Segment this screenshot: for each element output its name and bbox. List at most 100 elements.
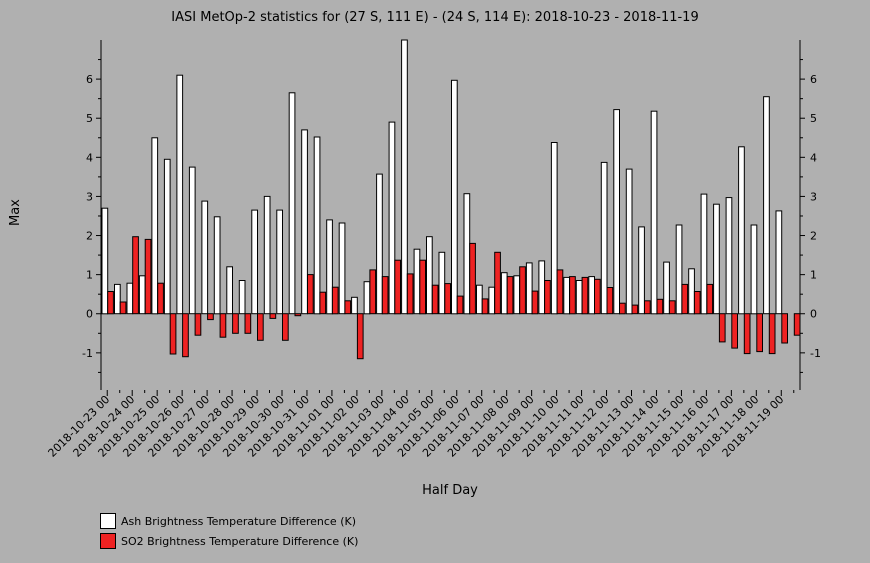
so2-bar	[494, 251, 501, 315]
ash-bar	[750, 224, 758, 315]
y-tick-label-right: -1	[810, 347, 821, 360]
ash-bar	[688, 268, 695, 315]
so2-bar	[419, 259, 426, 315]
so2-bar	[506, 276, 514, 315]
ash-bar	[263, 195, 271, 315]
y-tick-label-left: 5	[86, 112, 93, 125]
so2-bar	[681, 283, 689, 315]
x-axis-label: Half Day	[422, 483, 478, 498]
so2-bar	[132, 236, 139, 315]
ash-bar	[575, 280, 583, 315]
so2-bar	[768, 313, 776, 355]
so2-bar	[219, 313, 227, 338]
ash-bar	[176, 74, 184, 315]
ash-bar	[675, 224, 683, 315]
so2-bar	[369, 269, 377, 315]
ash-bar	[513, 275, 521, 315]
y-tick-label-left: 4	[86, 151, 93, 164]
ash-bar	[351, 296, 358, 315]
so2-bar	[668, 300, 676, 315]
so2-bar	[631, 304, 639, 315]
ash-bar	[338, 222, 346, 315]
ash-bar	[188, 166, 196, 315]
ash-bar	[251, 209, 259, 315]
ash-bar	[600, 161, 608, 315]
ash-bar	[151, 137, 159, 315]
so2-bar	[344, 300, 352, 315]
y-tick-label-left: 0	[86, 308, 93, 321]
ash-bar	[426, 236, 433, 315]
ash-bar	[488, 286, 496, 315]
ash-bar	[625, 168, 633, 315]
so2-bar	[693, 291, 701, 315]
ash-bar	[550, 142, 558, 315]
so2-bar	[232, 313, 239, 334]
so2-bar	[706, 283, 714, 315]
y-tick-label-right: 2	[810, 230, 817, 243]
ash-bar	[476, 284, 483, 315]
ash-bar	[114, 283, 121, 315]
ash-bar	[700, 193, 708, 315]
so2-bar	[756, 313, 763, 353]
ash-bar	[538, 260, 546, 315]
legend-item-so2: SO2 Brightness Temperature Difference (K…	[100, 533, 358, 549]
so2-bar	[644, 300, 651, 315]
y-tick-label-right: 0	[810, 308, 817, 321]
so2-bar	[244, 313, 252, 334]
so2-bar	[356, 313, 364, 360]
ash-bar	[638, 226, 645, 315]
so2-bar	[394, 259, 401, 315]
ash-bar	[301, 129, 308, 315]
so2-bar	[456, 295, 464, 315]
ash-bar	[126, 282, 134, 315]
so2-bar	[743, 313, 751, 355]
ash-bar	[288, 92, 296, 315]
ash-bar	[313, 136, 321, 315]
so2-bar	[656, 298, 664, 315]
ash-bar	[138, 275, 146, 315]
so2-bar	[107, 291, 114, 315]
so2-bar	[619, 302, 626, 315]
y-tick-label-right: 5	[810, 112, 817, 125]
ash-bar	[201, 200, 209, 315]
ash-bar	[738, 146, 745, 315]
so2-bar	[331, 286, 339, 315]
so2-bar	[182, 313, 189, 358]
so2-bar	[519, 266, 526, 315]
so2-bar	[544, 280, 551, 315]
so2-bar	[731, 313, 738, 349]
ash-bar	[713, 203, 720, 315]
y-tick-label-left: -1	[82, 347, 93, 360]
ash-bar	[326, 219, 333, 315]
ash-bar	[663, 261, 670, 315]
ash-bar	[363, 281, 371, 315]
so2-bar	[406, 273, 414, 315]
ash-bar	[388, 121, 396, 315]
so2-bar	[207, 313, 214, 321]
so2-bar	[319, 291, 327, 315]
so2-bar	[793, 313, 801, 336]
ash-bar	[376, 173, 383, 315]
so2-bar	[569, 276, 576, 315]
so2-bar	[606, 287, 614, 315]
so2-bar	[269, 313, 277, 319]
chart-title: IASI MetOp-2 statistics for (27 S, 111 E…	[171, 10, 699, 25]
ash-bar	[725, 197, 733, 315]
so2-bar	[307, 274, 314, 315]
so2-bar	[444, 283, 451, 315]
so2-bar	[481, 298, 489, 315]
so2-bar	[431, 284, 439, 315]
legend-swatch-ash	[100, 513, 116, 529]
y-tick-label-left: 2	[86, 230, 93, 243]
ash-bar	[763, 96, 770, 315]
ash-bar	[563, 276, 570, 315]
ash-bar	[226, 266, 234, 315]
ash-bar	[438, 251, 446, 315]
legend-item-ash: Ash Brightness Temperature Difference (K…	[100, 513, 356, 529]
ash-bar	[775, 210, 783, 315]
so2-bar	[718, 313, 726, 343]
so2-bar	[781, 313, 788, 344]
ash-bar	[276, 209, 283, 315]
y-tick-label-left: 1	[86, 269, 93, 282]
